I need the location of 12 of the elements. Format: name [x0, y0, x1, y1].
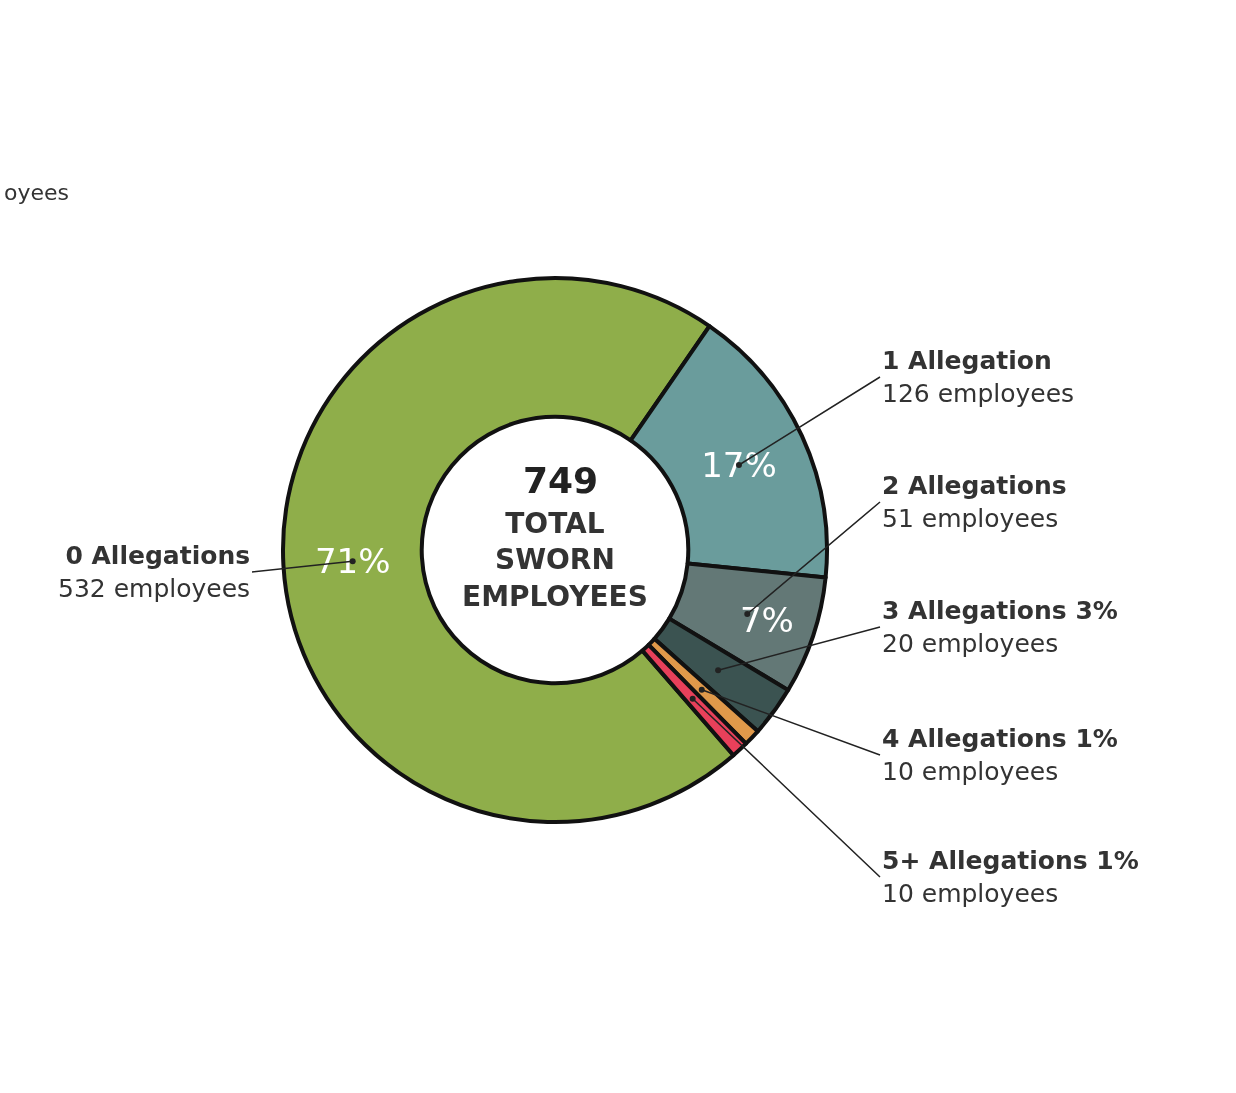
slice-label: 2 Allegations 51 employees	[882, 471, 1067, 533]
slice-label: 5+ Allegations 1% 10 employees	[882, 846, 1139, 908]
data-label: 71%	[314, 541, 391, 582]
slice-label: 3 Allegations 3% 20 employees	[882, 596, 1118, 658]
data-label: 17%	[701, 445, 777, 485]
text: oyees	[4, 180, 70, 205]
slice-label: 1 Allegation 126 employees	[882, 346, 1075, 408]
text: 749	[523, 460, 599, 501]
slice-label: 0 Allegations 532 employees	[58, 541, 251, 603]
text: TOTAL SWORN EMPLOYEES	[462, 507, 648, 613]
slice-label: 4 Allegations 1% 10 employees	[882, 724, 1118, 786]
data-label: 7%	[739, 600, 794, 641]
